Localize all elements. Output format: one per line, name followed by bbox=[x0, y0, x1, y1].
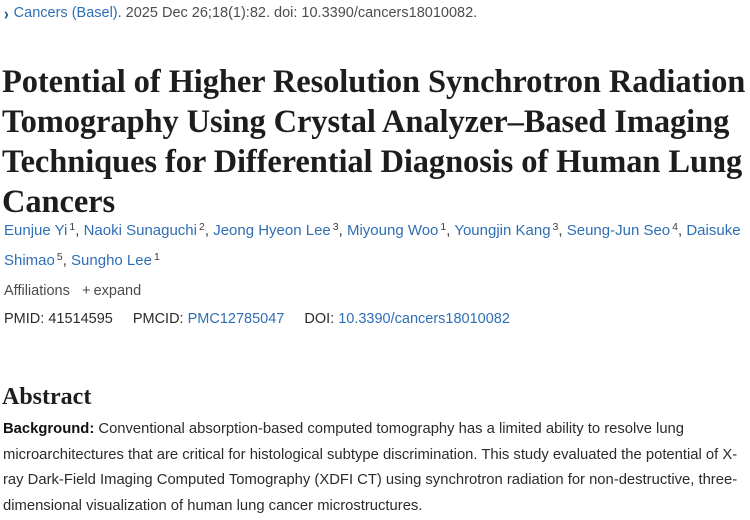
author-separator: , bbox=[338, 222, 347, 239]
journal-citation-line: › Cancers (Basel). 2025 Dec 26;18(1):82. … bbox=[4, 2, 744, 24]
identifier-label: DOI: bbox=[304, 311, 339, 327]
author-separator: , bbox=[204, 222, 214, 239]
page-title: Potential of Higher Resolution Synchrotr… bbox=[2, 63, 746, 220]
author-separator: , bbox=[446, 222, 455, 239]
author-list: Eunjue Yi 1, Naoki Sunaguchi 2, Jeong Hyeo… bbox=[4, 214, 748, 274]
author-affiliation-marker[interactable]: 5 bbox=[56, 251, 63, 263]
expand-label: expand bbox=[93, 283, 142, 299]
abstract-body: Background: Conventional absorption-base… bbox=[3, 417, 743, 520]
author-affiliation-marker[interactable]: 1 bbox=[440, 221, 447, 233]
author-link[interactable]: Eunjue Yi bbox=[4, 222, 68, 239]
author-affiliation-marker[interactable]: 3 bbox=[332, 221, 339, 233]
identifiers-row: PMID: 41514595 PMCID: PMC12785047 DOI: 10.… bbox=[4, 309, 530, 329]
citation-details: . 2025 Dec 26;18(1):82. doi: 10.3390/can… bbox=[117, 5, 478, 21]
author-affiliation-marker[interactable]: 4 bbox=[672, 221, 678, 233]
author-link[interactable]: Jeong Hyeon Lee bbox=[213, 222, 331, 239]
author-separator: , bbox=[558, 222, 567, 239]
author-separator: , bbox=[62, 252, 72, 269]
identifier-label: PMID: bbox=[4, 311, 49, 327]
author-separator: , bbox=[75, 222, 84, 239]
author-link[interactable]: Naoki Sunaguchi bbox=[83, 222, 197, 239]
abstract-heading: Abstract bbox=[2, 383, 92, 410]
abstract-section-text: Conventional absorption-based computed t… bbox=[3, 420, 738, 515]
author-separator: , bbox=[678, 222, 687, 239]
journal-name-link[interactable]: Cancers (Basel) bbox=[13, 5, 118, 21]
chevron-right-icon[interactable]: › bbox=[4, 3, 9, 23]
identifier-link[interactable]: PMC12785047 bbox=[187, 311, 285, 327]
author-affiliation-marker[interactable]: 3 bbox=[552, 221, 559, 233]
article-page: › Cancers (Basel). 2025 Dec 26;18(1):82. … bbox=[2, 2, 748, 514]
author-affiliation-marker[interactable]: 1 bbox=[69, 221, 76, 233]
identifier-group: PMID: 41514595 bbox=[4, 311, 113, 327]
author-link[interactable]: Seung-Jun Seo bbox=[566, 222, 671, 239]
affiliations-row: Affiliations + expand bbox=[4, 281, 141, 301]
author-affiliation-marker[interactable]: 2 bbox=[199, 221, 205, 233]
identifier-value: 41514595 bbox=[48, 311, 113, 327]
abstract-section-label: Background: bbox=[3, 420, 95, 437]
identifier-link[interactable]: 10.3390/cancers18010082 bbox=[338, 311, 510, 327]
author-link[interactable]: Youngjin Kang bbox=[454, 222, 551, 239]
affiliations-label: Affiliations bbox=[4, 283, 70, 299]
plus-icon: + bbox=[81, 282, 91, 299]
author-link[interactable]: Miyoung Woo bbox=[346, 222, 439, 239]
author-affiliation-marker[interactable]: 1 bbox=[153, 251, 160, 263]
identifier-group: DOI: 10.3390/cancers18010082 bbox=[304, 311, 510, 327]
author-link[interactable]: Daisuke Shimao bbox=[4, 222, 741, 269]
identifier-label: PMCID: bbox=[132, 311, 188, 327]
identifier-group: PMCID: PMC12785047 bbox=[133, 311, 285, 327]
author-link[interactable]: Sungho Lee bbox=[71, 252, 152, 269]
expand-affiliations-button[interactable]: + expand bbox=[81, 282, 142, 299]
